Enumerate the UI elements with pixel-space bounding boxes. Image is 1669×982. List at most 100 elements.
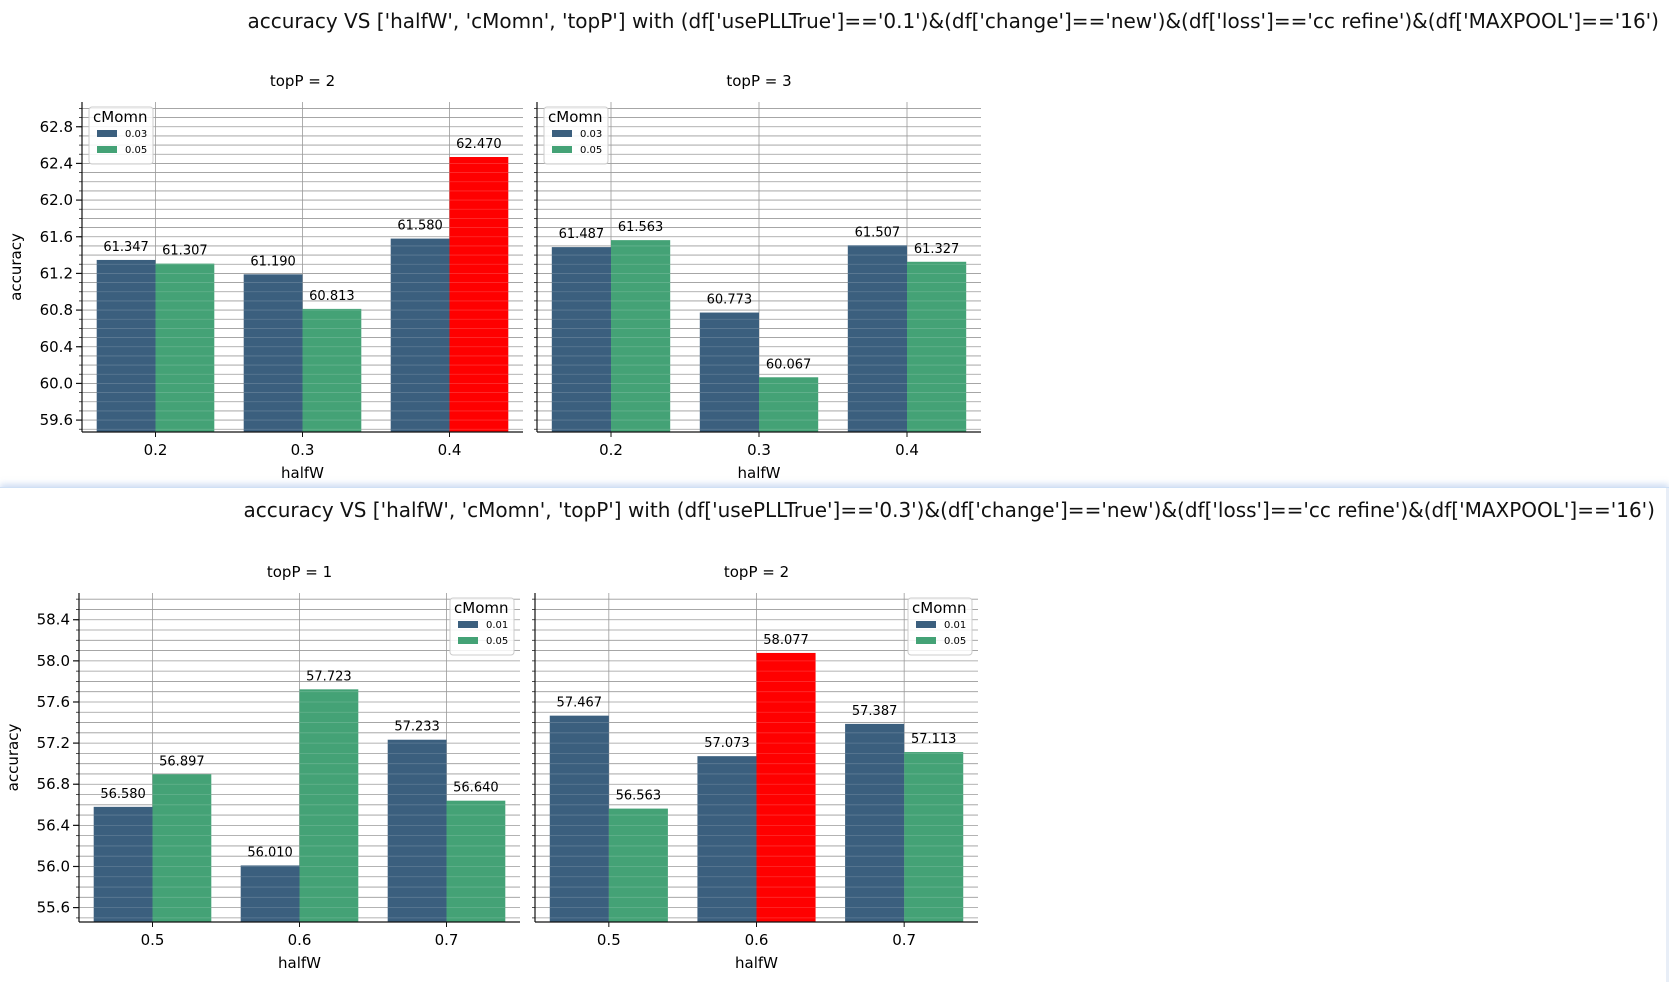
x-tick-label: 0.7	[892, 931, 916, 949]
y-axis-label: accuracy	[4, 724, 22, 792]
x-tick-label: 0.2	[599, 441, 623, 459]
legend-label: 0.05	[944, 636, 966, 647]
y-tick-label: 58.4	[37, 611, 70, 629]
bar	[756, 652, 816, 922]
data-label: 60.067	[766, 357, 812, 372]
y-axis-label: accuracy	[7, 233, 25, 301]
y-tick-label: 57.6	[37, 693, 70, 711]
data-label: 57.467	[557, 696, 603, 711]
data-label: 60.813	[309, 289, 355, 304]
legend-label: 0.05	[580, 145, 602, 156]
y-tick-label: 60.4	[40, 338, 73, 356]
chart-panel-toppp2-upper: topP = 2 61.347 61.190 61.580 61.307 60.813 62…	[7, 72, 523, 482]
legend-swatch	[916, 621, 936, 628]
bar	[549, 715, 609, 922]
legend-swatch	[97, 146, 117, 153]
data-label: 56.897	[159, 754, 205, 769]
bar	[387, 739, 447, 922]
legend: cMomn 0.01 0.05	[907, 597, 973, 656]
data-label: 62.470	[456, 137, 502, 152]
plot-area: 61.347 61.190 61.580 61.307 60.813 62.470	[79, 102, 523, 432]
figure-bottom: accuracy VS ['halfW', 'cMomn', 'topP'] w…	[0, 487, 1669, 982]
bar	[608, 808, 668, 922]
bar	[847, 245, 907, 432]
x-tick-label: 0.5	[597, 931, 621, 949]
plot-area: 57.467 57.073 57.387 56.563 58.077 57.113	[532, 593, 978, 922]
x-tick-label: 0.4	[895, 441, 919, 459]
legend-label: 0.05	[125, 145, 147, 156]
chart-title: topP = 2	[270, 72, 335, 90]
bar	[155, 263, 215, 432]
x-tick-label: 0.3	[747, 441, 771, 459]
y-tick-label: 56.0	[37, 857, 70, 875]
legend-label: 0.03	[125, 129, 147, 140]
data-label: 61.580	[397, 219, 443, 234]
bar	[449, 157, 509, 432]
data-label: 61.347	[103, 240, 149, 255]
y-tick-label: 59.6	[40, 411, 73, 429]
y-tick-label: 60.8	[40, 301, 73, 319]
legend-swatch	[458, 621, 478, 628]
data-label: 60.773	[707, 293, 753, 308]
chart-title: topP = 1	[267, 563, 332, 581]
data-label: 61.507	[855, 225, 901, 240]
bar	[96, 259, 156, 432]
x-axis-label: halfW	[735, 954, 778, 972]
bar	[551, 247, 611, 432]
legend-label: 0.05	[486, 636, 508, 647]
x-tick-label: 0.7	[435, 931, 459, 949]
y-tick-label: 62.4	[40, 154, 73, 172]
x-tick-label: 0.4	[438, 441, 462, 459]
bar	[302, 308, 362, 432]
bar	[907, 261, 967, 432]
x-tick-label: 0.2	[144, 441, 168, 459]
data-label: 57.113	[911, 732, 957, 747]
data-label: 61.190	[250, 254, 296, 269]
legend-label: 0.03	[580, 129, 602, 140]
y-tick-label: 61.6	[40, 228, 73, 246]
bar	[446, 800, 506, 922]
y-tick-label: 60.0	[40, 374, 73, 392]
legend-title: cMomn	[548, 108, 603, 126]
plot-area: 56.580 56.010 57.233 56.897 57.723 56.640	[76, 593, 520, 922]
legend: cMomn 0.03 0.05	[88, 106, 154, 165]
bar	[93, 806, 153, 922]
bar	[845, 723, 905, 922]
bar	[243, 274, 303, 432]
chart-panel-topp1-lower: topP = 156.58056.01057.23356.89757.72356…	[4, 563, 520, 972]
data-label: 56.640	[453, 781, 499, 796]
bar	[699, 312, 759, 432]
bar	[299, 689, 359, 922]
figure-top: accuracy VS ['halfW', 'cMomn', 'topP'] w…	[0, 0, 1669, 487]
data-label: 57.723	[306, 669, 352, 684]
x-tick-label: 0.6	[745, 931, 769, 949]
legend-title: cMomn	[912, 599, 967, 617]
legend: cMomn 0.01 0.05	[449, 597, 515, 656]
data-label: 56.010	[247, 845, 293, 860]
bar	[759, 377, 819, 432]
data-label: 57.387	[852, 704, 898, 719]
y-tick-label: 56.4	[37, 816, 70, 834]
bar	[152, 774, 212, 922]
legend-swatch	[552, 130, 572, 137]
legend-swatch	[97, 130, 117, 137]
y-tick-label: 61.2	[40, 264, 73, 282]
bar	[390, 238, 450, 432]
scrollbar-track[interactable]	[1666, 488, 1669, 982]
legend-label: 0.01	[486, 620, 508, 631]
bar	[240, 865, 300, 922]
data-label: 61.487	[559, 227, 605, 242]
x-axis-label: halfW	[738, 464, 781, 482]
bar	[904, 752, 964, 922]
legend-title: cMomn	[454, 599, 509, 617]
data-label: 56.580	[100, 787, 146, 802]
legend-swatch	[552, 146, 572, 153]
data-label: 61.563	[618, 220, 664, 235]
chart-title: topP = 3	[726, 72, 791, 90]
figure-title: accuracy VS ['halfW', 'cMomn', 'topP'] w…	[247, 9, 1659, 33]
legend: cMomn 0.03 0.05	[543, 106, 609, 165]
chart-panel-topp2-lower: topP = 257.46757.07357.38756.56358.07757…	[532, 563, 978, 972]
x-axis-label: halfW	[278, 954, 321, 972]
x-axis-label: halfW	[281, 464, 324, 482]
data-label: 61.327	[914, 242, 960, 257]
